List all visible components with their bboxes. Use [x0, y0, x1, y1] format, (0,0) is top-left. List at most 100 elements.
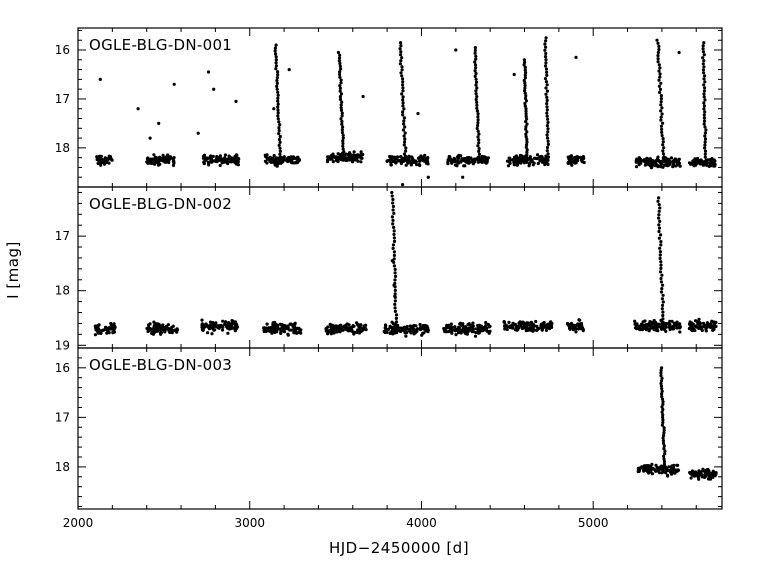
data-point	[543, 55, 548, 59]
data-point	[693, 328, 697, 333]
data-point	[479, 325, 483, 329]
data-point	[224, 323, 228, 327]
data-point	[151, 158, 155, 162]
data-point	[505, 327, 509, 332]
data-point	[158, 156, 162, 160]
data-point	[340, 325, 344, 329]
data-point	[660, 287, 664, 291]
data-point	[524, 132, 528, 136]
data-point	[211, 154, 215, 159]
data-point	[172, 82, 176, 86]
data-point	[474, 92, 478, 96]
data-point	[457, 156, 461, 160]
data-point	[659, 290, 664, 294]
data-point	[401, 95, 405, 99]
data-point	[401, 128, 405, 132]
data-point	[102, 328, 106, 332]
data-point	[477, 132, 481, 136]
data-point	[659, 266, 663, 270]
data-point	[454, 333, 458, 337]
data-point	[400, 74, 404, 78]
data-point	[196, 131, 200, 135]
data-point	[637, 327, 641, 331]
data-point	[662, 155, 666, 159]
data-point	[659, 263, 663, 267]
data-point	[661, 441, 666, 445]
data-point	[234, 99, 238, 103]
data-point	[474, 57, 478, 61]
data-point	[453, 329, 457, 333]
data-point	[546, 127, 550, 131]
data-point	[278, 158, 282, 162]
data-point	[272, 160, 276, 165]
data-point	[98, 154, 102, 158]
data-point	[512, 72, 516, 77]
data-point	[485, 160, 489, 164]
data-point	[485, 329, 489, 333]
data-point	[420, 326, 425, 330]
data-point	[659, 94, 664, 98]
data-point	[523, 101, 527, 106]
data-point	[146, 160, 150, 164]
data-point	[577, 318, 581, 322]
data-point	[524, 125, 528, 129]
data-point	[661, 420, 665, 425]
data-point	[400, 159, 404, 163]
data-point	[407, 156, 411, 160]
data-point	[109, 157, 113, 161]
data-point	[659, 103, 663, 107]
data-point	[329, 323, 333, 327]
data-point	[658, 90, 662, 95]
data-point	[661, 418, 665, 422]
data-point	[661, 121, 665, 125]
y-tick-label: 17	[55, 410, 70, 424]
data-point	[401, 98, 405, 102]
data-point	[647, 466, 652, 470]
data-point	[98, 77, 102, 81]
data-point	[339, 92, 343, 96]
data-point	[640, 465, 644, 469]
data-point	[702, 107, 706, 111]
data-point	[296, 331, 300, 335]
data-point	[450, 159, 454, 164]
panel-label: OGLE-BLG-DN-003	[89, 356, 232, 374]
data-point	[454, 48, 458, 52]
data-point	[477, 147, 481, 151]
data-point	[218, 163, 222, 168]
data-point	[473, 60, 477, 64]
data-point	[524, 119, 528, 124]
data-point	[106, 330, 110, 334]
data-point	[657, 47, 661, 52]
data-point	[546, 162, 550, 166]
x-tick-label: 4000	[406, 516, 437, 530]
data-point	[518, 153, 523, 158]
data-point	[399, 44, 403, 48]
data-point	[393, 288, 397, 292]
data-point	[659, 115, 663, 119]
data-point	[421, 331, 425, 336]
data-point	[462, 159, 466, 163]
data-point	[657, 213, 661, 217]
data-point	[544, 92, 548, 96]
data-point	[528, 323, 532, 327]
y-tick-label: 19	[55, 338, 70, 352]
data-point	[276, 73, 280, 77]
data-point	[401, 89, 405, 93]
data-point	[662, 446, 666, 451]
data-point	[467, 322, 471, 326]
data-point	[393, 267, 397, 271]
data-point	[475, 100, 479, 104]
panel-label: OGLE-BLG-DN-001	[89, 36, 232, 54]
data-point	[339, 81, 343, 85]
data-point	[474, 66, 478, 70]
data-point	[290, 161, 294, 165]
data-point	[391, 208, 395, 212]
data-point	[153, 323, 157, 328]
data-point	[338, 84, 342, 88]
data-point	[223, 153, 227, 157]
data-point	[659, 260, 663, 264]
data-point	[641, 326, 645, 330]
data-point	[702, 41, 706, 45]
data-point	[702, 65, 706, 69]
data-point	[476, 118, 480, 122]
